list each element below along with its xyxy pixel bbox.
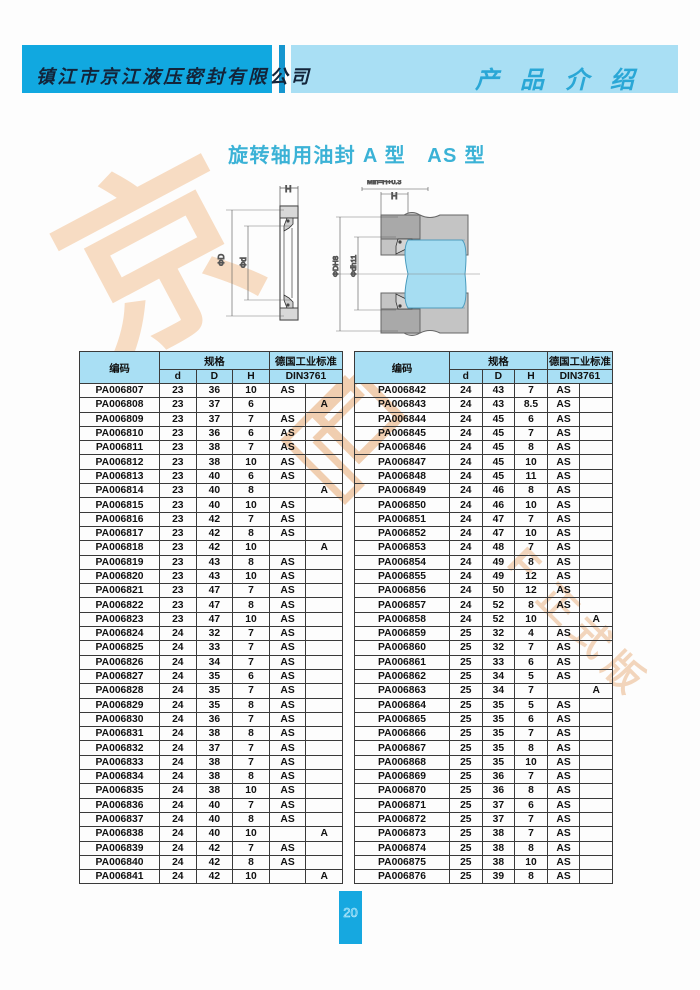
svg-text:H: H (391, 191, 398, 201)
svg-text:ΦD: ΦD (217, 254, 226, 266)
svg-text:Φdh11: Φdh11 (349, 255, 358, 277)
svg-text:H: H (285, 184, 292, 194)
svg-text:Min=H+0.3: Min=H+0.3 (367, 180, 401, 186)
svg-text:ΦDH8: ΦDH8 (331, 256, 340, 277)
svg-text:Φd: Φd (239, 257, 248, 268)
